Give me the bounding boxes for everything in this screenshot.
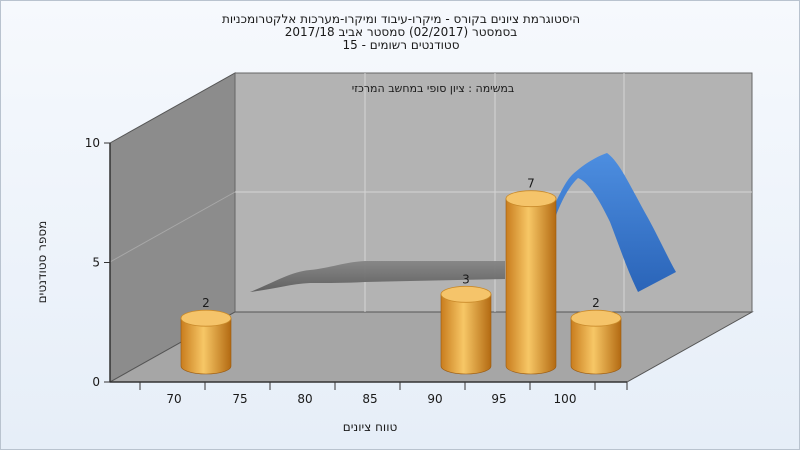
y-axis-title: מספר סטודנטים [35,221,49,304]
x-tick-label: 95 [491,392,506,406]
chart-annotation: במשימה : ציון סופי במחשב המרכזי [352,82,515,95]
bar-body [570,317,622,375]
x-tick-label: 85 [362,392,377,406]
y-tick-label: 0 [92,375,100,389]
bar-top [570,309,622,327]
bar-value-label: 2 [202,296,210,310]
bar-value-label: 2 [592,296,600,310]
x-axis-title: טווח ציונים [343,420,398,434]
x-tick-label: 90 [427,392,442,406]
bar-value-label: 3 [462,272,470,286]
x-tick-label: 70 [166,392,181,406]
x-tick-label: 100 [554,392,577,406]
bar-95: 7 [505,177,557,375]
bar-body [180,317,232,375]
blue-curve-ribbon [540,153,676,292]
bar-body [505,198,557,375]
y-axis: 0 5 10 [85,136,111,389]
chart-title-line-1: היסטוגרמת ציונים בקורס - מיקרו-עיבוד ומי… [221,12,581,26]
x-axis: 70 75 80 85 90 95 100 [110,381,628,406]
bar-body [440,294,492,375]
bar-value-label: 7 [527,177,535,191]
y-tick-label: 10 [85,136,100,150]
bar-top [440,285,492,303]
bar-90: 3 [440,272,492,375]
bars-group: 2 3 7 2 [180,177,622,375]
x-tick-label: 75 [232,392,247,406]
bar-100: 2 [570,296,622,375]
bar-top [180,309,232,327]
bar-70: 2 [180,296,232,375]
chart-title-line-2: בסמסטר (02/2017) סמסטר אביב 2017/18 [284,25,518,39]
left-wall-gridline [109,191,236,263]
x-tick-label: 80 [297,392,312,406]
grey-curve-ribbon [250,261,505,292]
chart-title-line-3: סטודנטים רשומים - 15 [342,38,460,52]
y-tick-label: 5 [92,256,100,270]
bar-top [505,190,557,208]
